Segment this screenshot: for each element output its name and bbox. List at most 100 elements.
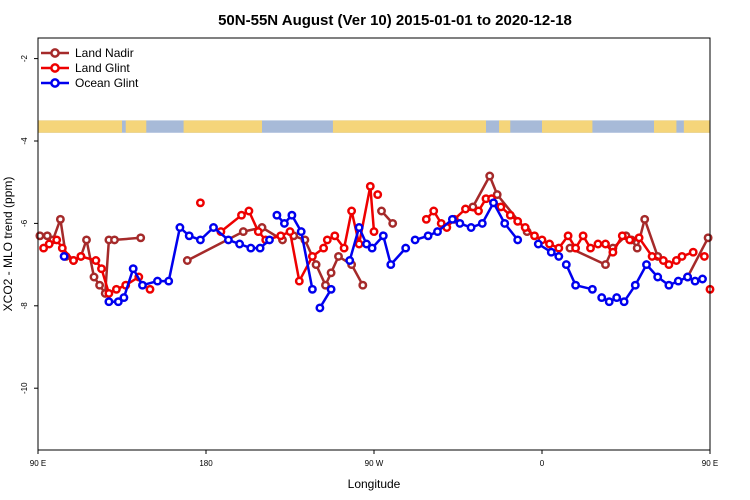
data-point xyxy=(307,284,317,294)
data-point xyxy=(330,231,340,241)
data-point xyxy=(401,243,411,253)
data-point xyxy=(513,235,523,245)
data-point xyxy=(554,243,564,253)
legend-item: Land Nadir xyxy=(41,46,134,60)
data-point xyxy=(255,243,265,253)
y-axis-ticks: -2 -4 -6 -8 -10 xyxy=(20,54,38,394)
data-point xyxy=(265,235,274,245)
data-point xyxy=(477,218,487,228)
legend-item: Ocean Glint xyxy=(41,76,139,90)
data-point xyxy=(474,206,483,216)
data-point xyxy=(421,214,431,224)
data-point xyxy=(587,284,597,294)
data-point xyxy=(153,276,162,286)
data-point xyxy=(597,293,607,303)
data-point xyxy=(69,256,78,265)
data-point xyxy=(500,218,510,228)
data-point xyxy=(545,239,554,249)
data-point xyxy=(253,227,263,237)
series-line xyxy=(414,201,519,242)
legend-marker xyxy=(50,48,60,58)
data-point xyxy=(485,171,495,181)
data-point xyxy=(561,260,571,270)
y-tick-label: -2 xyxy=(20,54,29,62)
data-point xyxy=(326,284,336,294)
land-band-segment xyxy=(332,120,486,133)
data-point xyxy=(466,223,476,232)
x-tick-label: 90 W xyxy=(365,459,384,468)
data-point xyxy=(671,256,681,265)
land-band-segment xyxy=(183,120,262,133)
series-land-glint xyxy=(39,181,715,298)
data-point xyxy=(111,284,121,294)
series-layer xyxy=(35,171,715,313)
data-point xyxy=(296,227,306,237)
data-point xyxy=(619,297,629,307)
data-point xyxy=(410,235,420,245)
data-point xyxy=(128,264,138,274)
data-point xyxy=(367,243,377,253)
data-point xyxy=(354,239,364,249)
land-band-segment xyxy=(499,120,511,133)
series-ocean-glint xyxy=(59,198,707,313)
data-point xyxy=(347,206,357,216)
data-point xyxy=(612,293,622,303)
data-point xyxy=(76,251,86,261)
data-point xyxy=(673,276,683,286)
y-axis-label: XCO2 - MLO trend (ppm) xyxy=(1,177,15,312)
x-axis-label: Longitude xyxy=(348,477,401,491)
data-point xyxy=(164,276,174,286)
data-point xyxy=(91,256,101,265)
data-point xyxy=(358,280,368,290)
data-point xyxy=(182,256,192,265)
y-tick-label: -4 xyxy=(20,137,29,145)
data-point xyxy=(699,251,709,261)
data-point xyxy=(339,243,349,253)
data-point xyxy=(489,198,498,208)
data-point xyxy=(520,223,530,232)
data-point xyxy=(136,233,146,243)
data-point xyxy=(287,210,297,220)
data-point xyxy=(285,227,295,237)
legend-label: Land Nadir xyxy=(75,46,134,60)
data-point xyxy=(625,235,635,245)
data-point xyxy=(195,235,205,245)
data-point xyxy=(461,204,470,214)
series-line xyxy=(186,226,284,262)
data-point xyxy=(492,190,502,200)
data-point xyxy=(119,293,129,303)
chart-title: 50N-55N August (Ver 10) 2015-01-01 to 20… xyxy=(218,12,572,29)
data-point xyxy=(634,233,644,243)
data-point xyxy=(319,243,329,253)
data-point xyxy=(601,239,610,249)
data-point xyxy=(604,297,614,307)
data-point xyxy=(57,243,67,253)
data-point xyxy=(677,251,687,261)
data-point xyxy=(55,214,65,224)
data-point xyxy=(82,235,91,245)
data-point xyxy=(373,190,383,200)
data-point xyxy=(246,243,256,253)
x-tick-label: 0 xyxy=(540,459,545,468)
data-point xyxy=(546,247,556,257)
data-point xyxy=(690,276,700,286)
data-point xyxy=(608,247,618,257)
data-point xyxy=(235,239,245,249)
y-tick-label: -8 xyxy=(20,302,29,310)
data-point xyxy=(138,280,147,290)
data-point xyxy=(52,235,62,245)
data-point xyxy=(195,198,205,208)
data-point xyxy=(578,231,588,241)
data-point xyxy=(447,214,457,224)
data-point xyxy=(533,239,543,249)
data-point xyxy=(362,239,371,249)
data-point xyxy=(39,243,49,253)
legend-marker xyxy=(50,78,60,88)
data-point xyxy=(617,231,627,241)
data-point xyxy=(175,223,185,232)
data-point xyxy=(272,210,282,220)
data-point xyxy=(321,280,330,290)
data-point xyxy=(345,256,355,265)
data-point xyxy=(571,280,581,290)
data-point xyxy=(311,260,321,270)
